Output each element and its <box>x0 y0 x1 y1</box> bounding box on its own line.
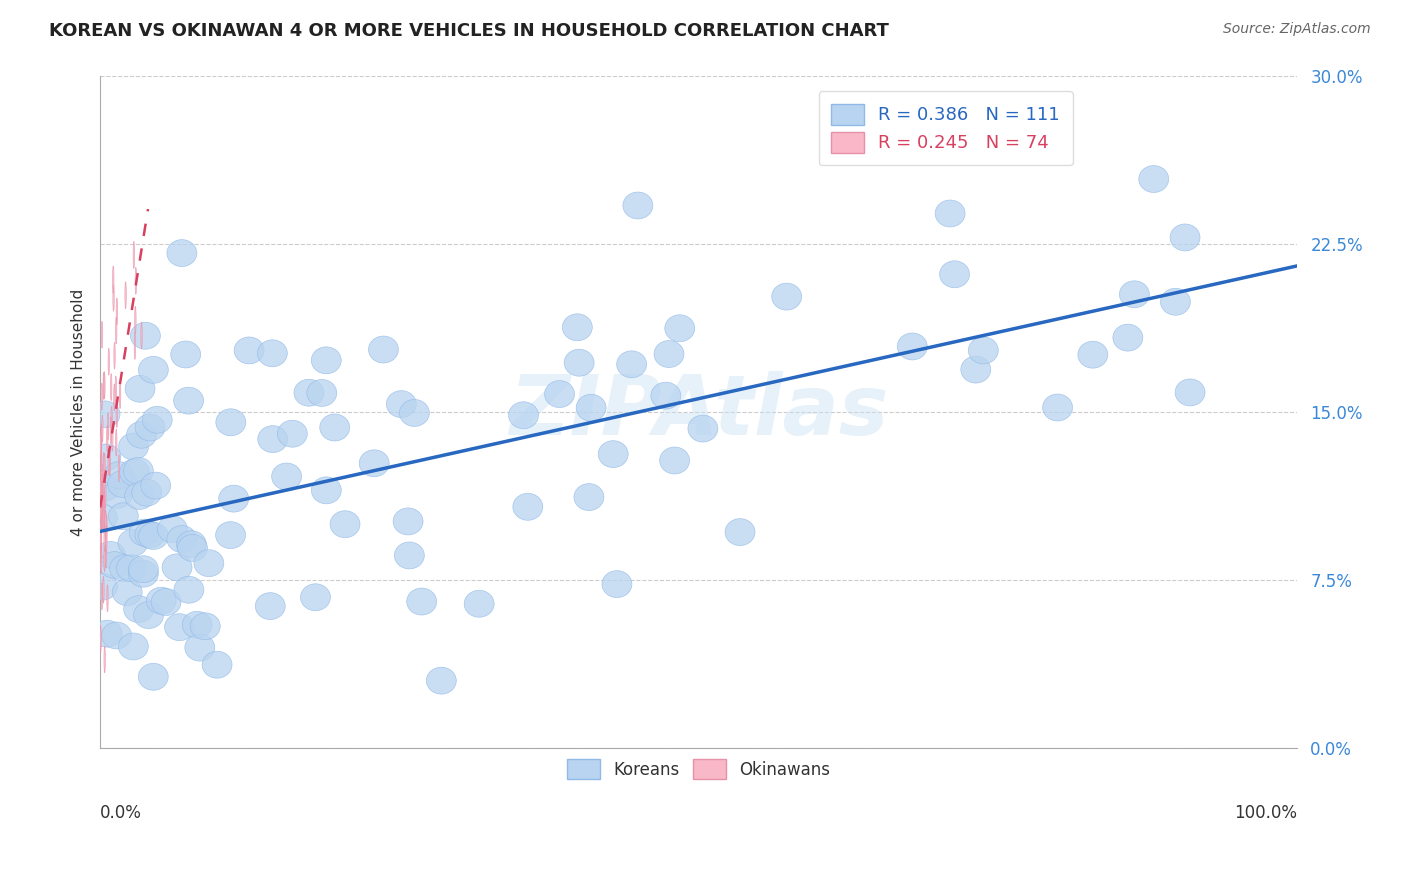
Text: 0.0%: 0.0% <box>100 805 142 822</box>
Text: ZIPAtlas: ZIPAtlas <box>509 371 889 452</box>
Text: KOREAN VS OKINAWAN 4 OR MORE VEHICLES IN HOUSEHOLD CORRELATION CHART: KOREAN VS OKINAWAN 4 OR MORE VEHICLES IN… <box>49 22 889 40</box>
Text: 100.0%: 100.0% <box>1234 805 1298 822</box>
Text: Source: ZipAtlas.com: Source: ZipAtlas.com <box>1223 22 1371 37</box>
Y-axis label: 4 or more Vehicles in Household: 4 or more Vehicles in Household <box>72 288 86 535</box>
Legend: Koreans, Okinawans: Koreans, Okinawans <box>558 751 839 787</box>
